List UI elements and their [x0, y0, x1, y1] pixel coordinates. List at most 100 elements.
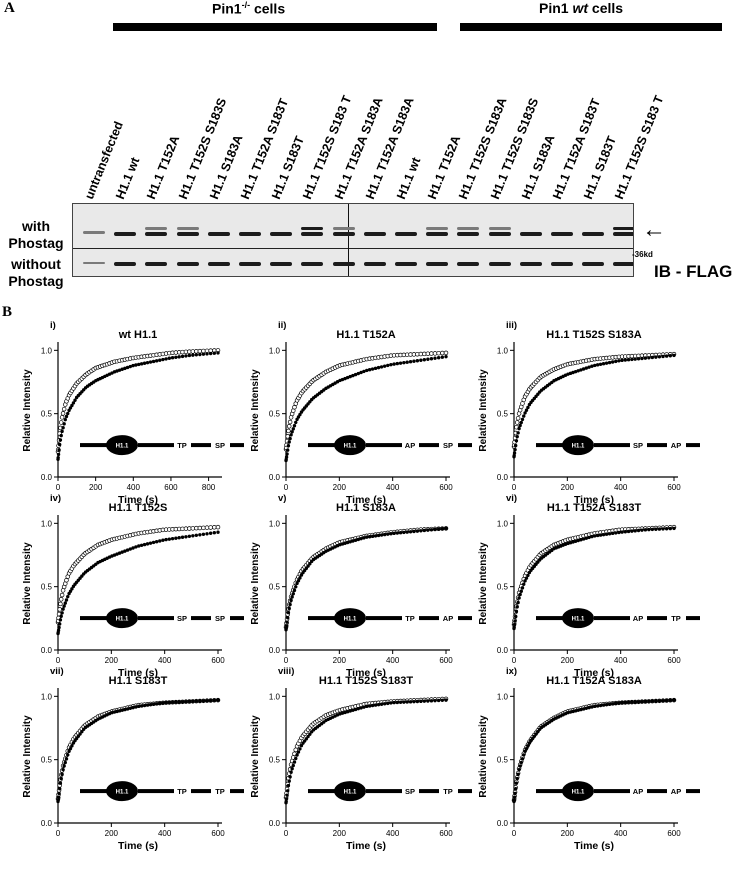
panel-b-letter: B: [2, 304, 13, 320]
filled-data-point: [184, 699, 188, 704]
motif-tail-right: [230, 616, 244, 621]
filled-data-point: [191, 699, 195, 704]
filled-data-point: [174, 355, 178, 359]
filled-data-point: [286, 783, 291, 788]
filled-data-point: [362, 705, 366, 709]
open-data-point: [58, 420, 64, 425]
lane-label: H1.1 T152S S183 T: [612, 93, 667, 202]
filled-data-point: [412, 359, 416, 363]
with-phostag-label: with Phostag: [2, 218, 70, 252]
pin1-wt-suffix: cells: [588, 0, 624, 16]
globular-domain-label: H1.1: [116, 444, 129, 450]
filled-data-point: [568, 710, 573, 714]
filled-data-point: [57, 622, 62, 626]
blot-band: [582, 232, 605, 236]
motif-linker: [647, 789, 667, 794]
filled-data-point: [286, 444, 291, 448]
filled-data-point: [287, 779, 291, 783]
x-tick-label: 0: [56, 656, 61, 665]
filled-data-point: [59, 433, 63, 438]
open-data-point: [292, 404, 297, 410]
filled-data-point: [285, 793, 289, 797]
globular-domain-label: H1.1: [116, 790, 129, 796]
filled-data-point: [284, 799, 288, 804]
globular-domain: [106, 781, 138, 802]
blot-band: [613, 232, 633, 236]
filled-data-point: [184, 354, 188, 358]
frap-chart: i) wt H1.1 0.0 0.5 1.0 0 200 400 600 800 Time (s) R…: [0, 318, 244, 523]
filled-data-point: [191, 353, 195, 357]
blot-band: [114, 262, 137, 266]
x-tick-label: 0: [512, 829, 517, 838]
filled-data-point: [115, 552, 119, 556]
filled-data-point: [71, 401, 76, 405]
filled-data-point: [170, 356, 175, 360]
filled-data-point: [584, 706, 589, 710]
filled-data-point: [664, 354, 669, 358]
globular-domain-label: H1.1: [572, 617, 585, 623]
filled-data-point: [187, 699, 192, 704]
filled-data-point: [601, 532, 606, 537]
y-tick-label: 0.5: [497, 410, 509, 419]
filled-data-point: [419, 358, 423, 362]
motif-site-2: TP: [443, 787, 453, 796]
filled-data-point: [120, 708, 124, 712]
x-tick-label: 0: [284, 483, 289, 492]
filled-data-point: [295, 581, 299, 586]
filled-data-point: [398, 361, 403, 365]
chart-title: H1.1 S183A: [336, 502, 396, 514]
filled-data-point: [180, 535, 185, 539]
filled-data-point: [294, 756, 298, 761]
filled-data-point: [216, 351, 220, 355]
with-phostag-line1: with: [22, 218, 50, 234]
filled-data-point: [63, 760, 67, 765]
filled-data-point: [343, 376, 347, 381]
frap-chart-svg: viii) H1.1 T152S S183T 0.0 0.5 1.0 0 200 400 600…: [250, 666, 472, 852]
open-data-point: [58, 601, 63, 607]
filled-data-point: [620, 530, 624, 534]
chart-numeral: iii): [506, 320, 517, 331]
blot-band: [114, 232, 137, 236]
filled-data-point: [68, 406, 73, 410]
filled-data-point: [201, 352, 206, 356]
motif-site-1: TP: [177, 441, 187, 450]
blot-band: [519, 232, 542, 236]
motif-linker: [366, 616, 402, 621]
x-axis-label: Time (s): [118, 494, 158, 506]
y-tick-label: 0.5: [497, 756, 509, 765]
filled-data-point: [654, 527, 658, 531]
filled-data-point: [573, 369, 578, 374]
open-data-point: [429, 351, 434, 356]
blot-band: [301, 232, 324, 236]
filled-data-point: [131, 363, 135, 368]
without-phostag-label: without Phostag: [2, 256, 70, 290]
filled-data-point: [286, 610, 291, 615]
filled-data-point: [630, 700, 634, 704]
filled-data-point: [139, 362, 144, 366]
x-tick-label: 200: [105, 656, 119, 665]
filled-data-point: [610, 702, 615, 706]
filled-data-point: [359, 370, 363, 375]
filled-data-point: [151, 702, 156, 706]
blot-band: [83, 262, 105, 264]
filled-data-point: [284, 624, 289, 628]
pin1-ko-suffix: cells: [250, 0, 286, 17]
filled-data-point: [584, 366, 589, 370]
filled-data-point: [154, 540, 159, 544]
blot-band: [207, 232, 230, 236]
filled-data-point: [370, 367, 375, 371]
filled-data-point: [57, 448, 61, 452]
y-tick-label: 1.0: [497, 346, 509, 355]
blot-band: [363, 262, 386, 266]
filled-data-point: [614, 359, 618, 364]
filled-data-point: [379, 702, 384, 706]
filled-data-point: [288, 602, 292, 607]
open-data-point: [61, 406, 67, 412]
filled-data-point: [657, 527, 662, 531]
filled-data-point: [643, 356, 648, 360]
frap-chart: v) H1.1 S183A 0.0 0.5 1.0 0 200 400 600 Time (s) R…: [228, 491, 472, 696]
filled-data-point: [573, 539, 578, 543]
filled-data-point: [523, 411, 527, 415]
x-tick-label: 0: [56, 829, 61, 838]
filled-data-point: [295, 753, 299, 757]
